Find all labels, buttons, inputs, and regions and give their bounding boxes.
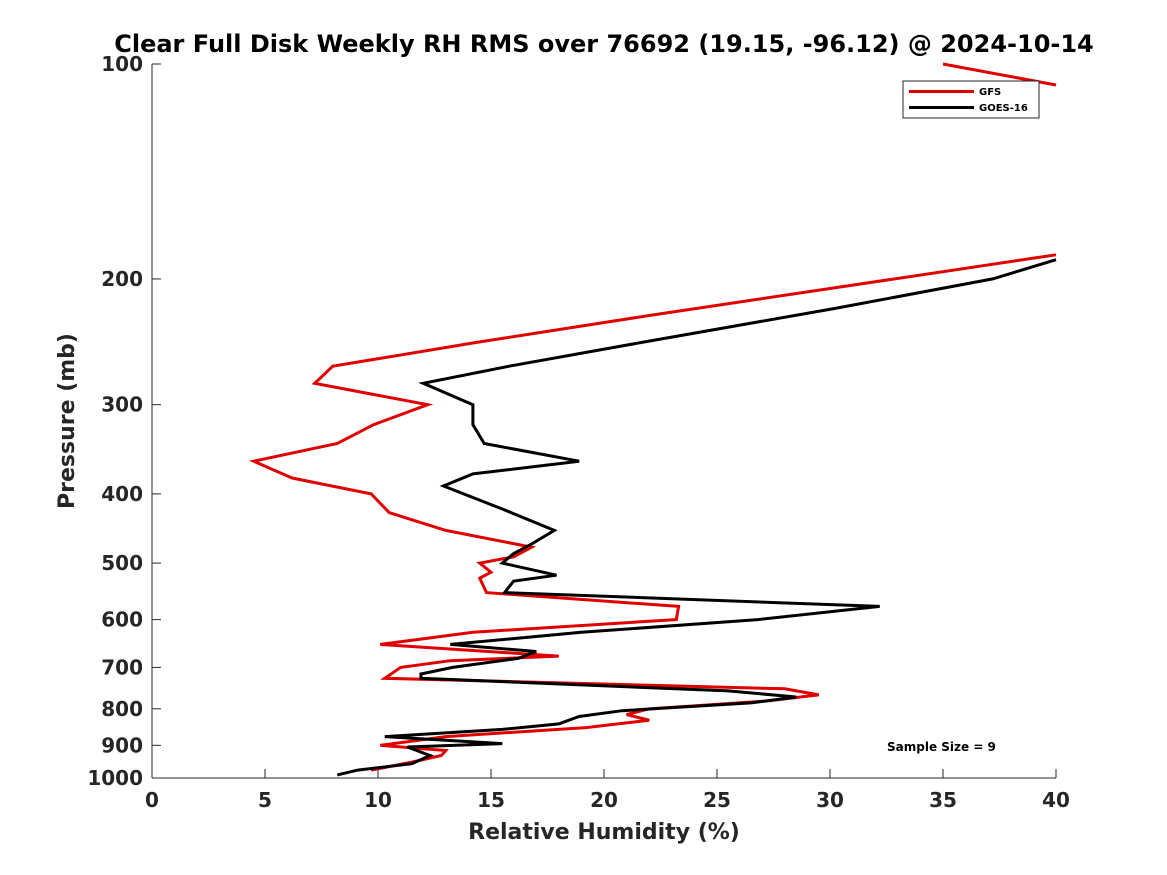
x-tick-label: 30 xyxy=(816,788,844,812)
legend-box xyxy=(902,80,1040,119)
y-tick-label: 400 xyxy=(101,482,143,506)
x-tick-label: 25 xyxy=(703,788,731,812)
y-tick-label: 700 xyxy=(101,655,143,679)
plot-area xyxy=(152,64,1056,778)
plot-background xyxy=(152,64,1056,778)
series-line-goes16 xyxy=(336,258,1057,777)
sample-size-annotation: Sample Size = 9 xyxy=(887,740,996,754)
y-tick-label: 1000 xyxy=(87,766,143,790)
chart-title: Clear Full Disk Weekly RH RMS over 76692… xyxy=(114,30,1094,58)
y-tick-label: 800 xyxy=(101,697,143,721)
x-axis-label: Relative Humidity (%) xyxy=(468,820,740,845)
x-tick-label: 0 xyxy=(145,788,159,812)
y-tick-label: 200 xyxy=(101,267,143,291)
legend: GFS GOES-16 xyxy=(902,80,1040,119)
y-tick-label: 500 xyxy=(101,551,143,575)
x-tick-label: 5 xyxy=(258,788,272,812)
y-ticks: 100 200 300 400 500 600 700 800 900 1000 xyxy=(87,52,161,790)
y-tick-label: 900 xyxy=(101,733,143,757)
legend-label-gfs: GFS xyxy=(979,87,1001,98)
x-tick-label: 10 xyxy=(364,788,392,812)
y-tick-label: 100 xyxy=(101,52,143,76)
y-axis-label: Pressure (mb) xyxy=(55,333,80,509)
x-ticks: 0 5 10 15 20 25 30 35 40 xyxy=(145,769,1070,812)
x-tick-label: 40 xyxy=(1042,788,1070,812)
x-tick-label: 20 xyxy=(590,788,618,812)
x-tick-label: 15 xyxy=(477,788,505,812)
y-tick-label: 600 xyxy=(101,608,143,632)
x-tick-label: 35 xyxy=(929,788,957,812)
series-line-gfs xyxy=(248,253,1057,772)
legend-label-goes16: GOES-16 xyxy=(979,103,1028,114)
y-tick-label: 300 xyxy=(101,393,143,417)
